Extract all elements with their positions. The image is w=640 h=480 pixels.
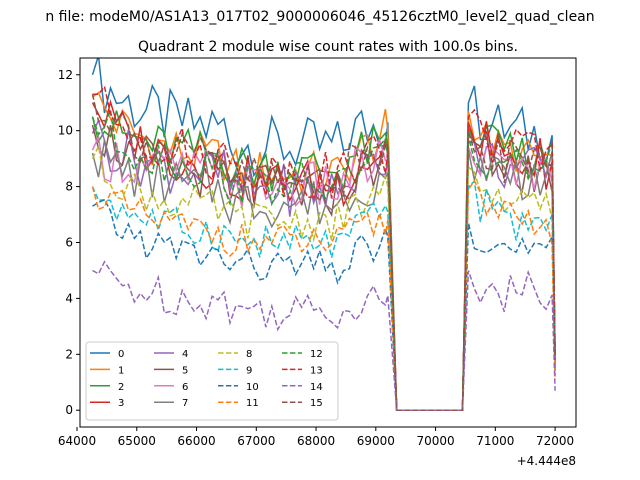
y-tick-label: 12	[58, 68, 73, 82]
legend-label-12: 12	[310, 349, 323, 360]
legend-box	[85, 341, 339, 421]
legend-label-3: 3	[118, 398, 124, 409]
x-tick-label: 71000	[476, 434, 514, 448]
x-tick-label: 72000	[536, 434, 574, 448]
series-line-10	[92, 198, 556, 411]
y-tick-label: 10	[58, 124, 73, 138]
legend-label-13: 13	[310, 365, 323, 376]
legend-label-0: 0	[118, 349, 124, 360]
figure-suptitle: n file: modeM0/AS1A13_017T02_9000006046_…	[45, 9, 594, 25]
x-tick-label: 66000	[177, 434, 215, 448]
y-tick-label: 8	[65, 180, 73, 194]
legend-label-8: 8	[246, 349, 252, 360]
x-axis: 64000 65000 66000 67000 68000 69000 70000 71000…	[58, 427, 574, 448]
legend-label-7: 7	[182, 398, 188, 409]
legend-label-9: 9	[246, 365, 252, 376]
legend-label-6: 6	[182, 382, 188, 393]
x-tick-label: 65000	[118, 434, 156, 448]
x-tick-label: 68000	[297, 434, 335, 448]
x-tick-label: 64000	[58, 434, 96, 448]
y-tick-label: 0	[65, 403, 73, 417]
series-line-8	[91, 143, 556, 411]
series-line-13	[92, 84, 556, 411]
legend-label-4: 4	[182, 349, 188, 360]
legend-label-5: 5	[182, 365, 188, 376]
chart-title: Quadrant 2 module wise count rates with …	[138, 39, 518, 55]
legend-label-11: 11	[246, 398, 259, 409]
legend-label-10: 10	[246, 382, 259, 393]
y-tick-label: 6	[65, 236, 73, 250]
series-line-15	[91, 94, 556, 411]
y-axis: 0 2 4 6 8 10 12	[58, 68, 80, 417]
x-tick-label: 70000	[416, 434, 454, 448]
y-tick-label: 2	[65, 347, 73, 361]
series-line-5	[91, 124, 556, 411]
series-line-14	[92, 260, 556, 411]
x-tick-label: 67000	[237, 434, 275, 448]
legend-label-15: 15	[310, 398, 323, 409]
x-offset-label: +4.444e8	[517, 454, 576, 468]
series-layer	[91, 58, 556, 411]
series-line-0	[91, 58, 556, 411]
legend-label-14: 14	[310, 382, 323, 393]
y-tick-label: 4	[65, 291, 73, 305]
series-line-7	[91, 140, 556, 411]
series-line-9	[91, 179, 556, 411]
legend-label-2: 2	[118, 382, 124, 393]
series-line-2	[91, 110, 556, 411]
series-line-11	[91, 179, 556, 411]
legend-label-1: 1	[118, 365, 124, 376]
x-tick-label: 69000	[357, 434, 395, 448]
series-line-12	[91, 109, 556, 411]
